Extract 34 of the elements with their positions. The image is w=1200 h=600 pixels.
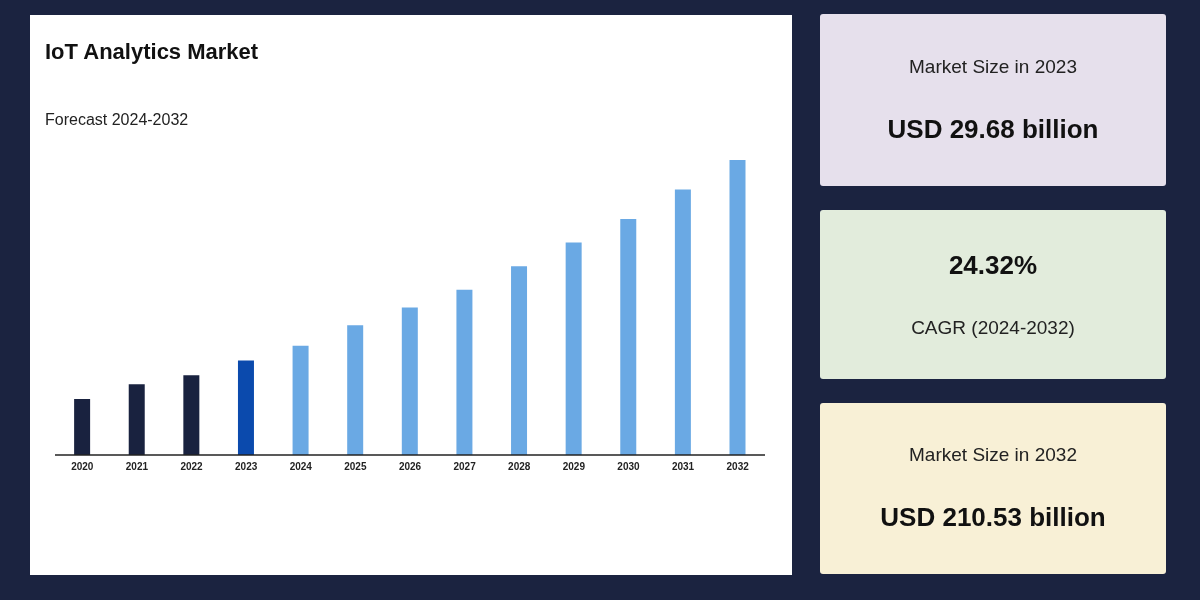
x-tick-label: 2025 [344,461,367,473]
text: USD 210.53 billion [880,502,1106,533]
chart-title: IoT Analytics Market [45,39,259,65]
text: USD 29.68 billion [887,113,1099,145]
text: 24.32% [948,250,1038,281]
x-tick-label: 2020 [71,461,94,473]
x-tick-label: 2030 [617,461,641,473]
bar [620,219,637,455]
bar [401,307,418,455]
x-tick-label: 2022 [180,461,204,473]
x-tick-label: 2028 [508,461,531,473]
x-tick-label: 2026 [398,461,422,473]
chart-subtitle: Forecast 2024-2032 [45,111,189,129]
bar [729,160,746,455]
bar [183,375,200,455]
text: CAGR (2024-2032) [911,317,1075,339]
bar [128,384,145,455]
x-tick-label: 2021 [125,461,149,473]
x-tick-label: 2029 [562,461,586,473]
x-tick-label: 2023 [235,461,258,473]
x-tick-label: 2027 [453,461,477,473]
text: Market Size in 2032 [909,444,1077,466]
bar [347,325,364,455]
bar [237,360,254,455]
x-tick-label: 2024 [289,461,313,473]
text: Market Size in 2023 [909,55,1077,78]
bar [74,398,91,455]
bar [292,345,309,455]
bar [565,242,582,455]
bar [511,266,528,455]
x-tick-label: 2032 [726,461,750,473]
x-tick-label: 2031 [671,461,695,473]
bar [456,289,473,455]
bar [674,189,691,455]
